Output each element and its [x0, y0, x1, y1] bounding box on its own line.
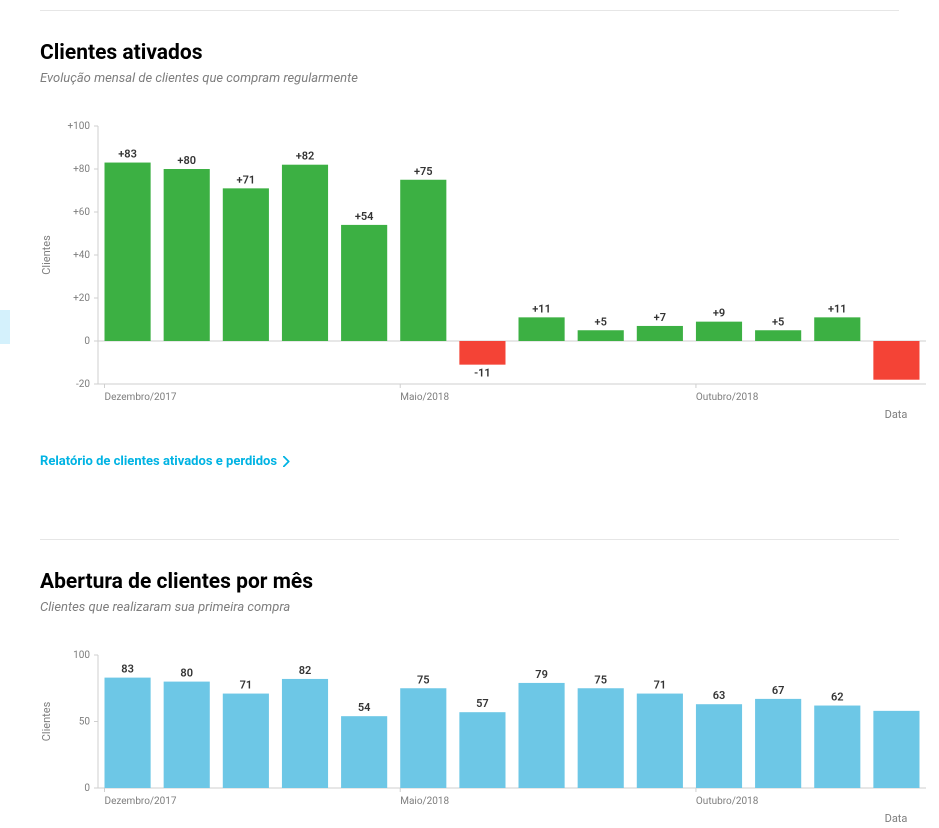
- svg-text:Maio/2018: Maio/2018: [400, 796, 449, 807]
- chart1-report-link-text: Relatório de clientes ativados e perdido…: [40, 454, 277, 469]
- chart-bar[interactable]: [341, 225, 387, 341]
- chart-bar[interactable]: [459, 712, 505, 788]
- chart-bar[interactable]: [519, 683, 565, 788]
- svg-text:+60: +60: [73, 207, 90, 218]
- svg-text:57: 57: [476, 697, 489, 710]
- chart-bar[interactable]: [696, 322, 742, 341]
- svg-text:+20: +20: [73, 293, 90, 304]
- section-divider: [40, 10, 899, 11]
- svg-text:Data: Data: [885, 408, 908, 421]
- chart2-area: 0 50 100 83 80 71 82 54 75 57 79 75 71 63 67 62 Dezembro…: [40, 643, 899, 828]
- svg-text:75: 75: [594, 673, 607, 686]
- left-accent-bar: [0, 310, 10, 344]
- svg-text:50: 50: [79, 717, 91, 728]
- svg-text:Clientes: Clientes: [40, 701, 53, 741]
- chart-bar[interactable]: [400, 688, 446, 788]
- svg-text:+80: +80: [177, 154, 196, 167]
- svg-text:+71: +71: [237, 173, 256, 186]
- svg-text:+75: +75: [414, 165, 433, 178]
- chart2-subtitle: Clientes que realizaram sua primeira com…: [40, 600, 899, 615]
- svg-text:+83: +83: [118, 148, 137, 161]
- chart-bar[interactable]: [755, 699, 801, 788]
- chart1-subtitle: Evolução mensal de clientes que compram …: [40, 71, 899, 86]
- chart-bar[interactable]: [814, 706, 860, 788]
- chart-bar[interactable]: [105, 163, 151, 341]
- svg-text:+40: +40: [73, 250, 90, 261]
- svg-text:+5: +5: [595, 315, 607, 328]
- svg-text:54: 54: [358, 701, 371, 714]
- chart-bar[interactable]: [637, 326, 683, 341]
- svg-text:0: 0: [84, 336, 90, 347]
- chart2-title: Abertura de clientes por mês: [40, 570, 899, 594]
- chart2-svg: 0 50 100 83 80 71 82 54 75 57 79 75 71 63 67 62 Dezembro…: [40, 643, 926, 828]
- chart-bar[interactable]: [873, 341, 919, 380]
- svg-text:+54: +54: [355, 210, 374, 223]
- chart-bar[interactable]: [814, 317, 860, 341]
- chart1-title: Clientes ativados: [40, 41, 899, 65]
- chart-bar[interactable]: [164, 169, 210, 341]
- chart-bar[interactable]: [164, 682, 210, 788]
- chart-bar[interactable]: [459, 341, 505, 365]
- svg-text:+11: +11: [828, 302, 847, 315]
- svg-text:67: 67: [772, 684, 785, 697]
- svg-text:0: 0: [84, 783, 90, 794]
- chart-bar[interactable]: [400, 180, 446, 341]
- svg-text:-11: -11: [474, 367, 491, 380]
- chart-bar[interactable]: [519, 317, 565, 341]
- svg-text:Maio/2018: Maio/2018: [400, 392, 449, 403]
- chart-bar[interactable]: [341, 716, 387, 788]
- chart-bar[interactable]: [755, 330, 801, 341]
- svg-text:-20: -20: [76, 379, 90, 390]
- svg-text:71: 71: [654, 679, 667, 692]
- svg-text:100: 100: [73, 650, 90, 661]
- chart-bar[interactable]: [637, 694, 683, 788]
- svg-text:Data: Data: [885, 812, 908, 825]
- svg-text:+5: +5: [772, 315, 784, 328]
- svg-text:71: 71: [240, 679, 253, 692]
- chart-bar[interactable]: [282, 165, 328, 341]
- svg-text:Dezembro/2017: Dezembro/2017: [105, 392, 177, 403]
- chart1-report-link[interactable]: Relatório de clientes ativados e perdido…: [40, 454, 290, 469]
- svg-text:63: 63: [713, 689, 726, 702]
- svg-text:62: 62: [831, 691, 844, 704]
- section-divider: [40, 539, 899, 540]
- svg-text:+11: +11: [532, 302, 551, 315]
- chart-bar[interactable]: [578, 688, 624, 788]
- chart-bar[interactable]: [223, 188, 269, 341]
- svg-text:79: 79: [535, 668, 548, 681]
- svg-text:Dezembro/2017: Dezembro/2017: [105, 796, 177, 807]
- svg-text:Outubro/2018: Outubro/2018: [696, 392, 759, 403]
- svg-text:82: 82: [299, 664, 312, 677]
- svg-text:83: 83: [121, 663, 134, 676]
- chart-bar[interactable]: [873, 711, 919, 788]
- svg-text:Outubro/2018: Outubro/2018: [696, 796, 759, 807]
- svg-text:+9: +9: [713, 307, 725, 320]
- chart-bar[interactable]: [282, 679, 328, 788]
- svg-text:+82: +82: [296, 150, 315, 163]
- chart-bar[interactable]: [223, 694, 269, 788]
- svg-text:+80: +80: [73, 164, 90, 175]
- chart1-area: -20 0 +20 +40 +60 +80 +100 +83 +80 +71 +82 +54 +75 -1…: [40, 114, 899, 424]
- chart-bar[interactable]: [105, 678, 151, 788]
- svg-text:80: 80: [180, 667, 193, 680]
- svg-text:75: 75: [417, 673, 430, 686]
- svg-text:+7: +7: [654, 311, 666, 324]
- chart-bar[interactable]: [696, 704, 742, 788]
- svg-text:Clientes: Clientes: [40, 235, 53, 275]
- chart-bar[interactable]: [578, 330, 624, 341]
- chart1-svg: -20 0 +20 +40 +60 +80 +100 +83 +80 +71 +82 +54 +75 -1…: [40, 114, 926, 424]
- svg-text:+100: +100: [67, 121, 90, 132]
- chevron-right-icon: [283, 456, 290, 467]
